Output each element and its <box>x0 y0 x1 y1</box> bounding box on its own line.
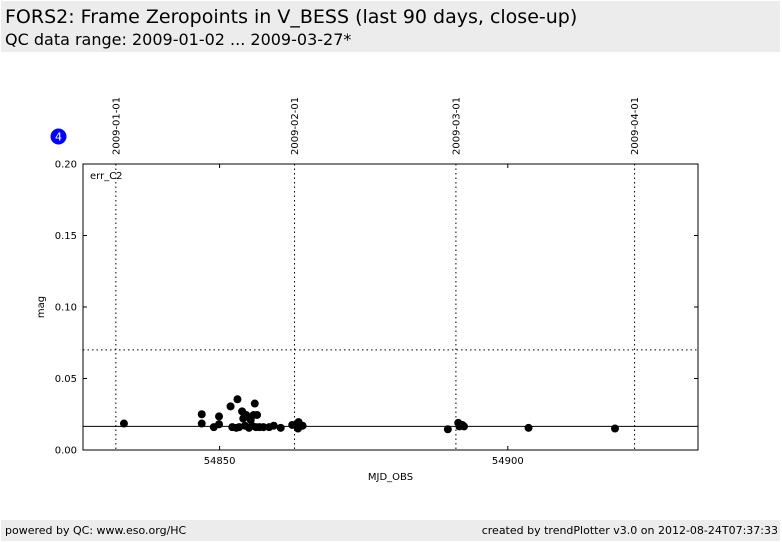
chart-annotation: err_C2 <box>90 171 123 182</box>
page-title: FORS2: Frame Zeropoints in V_BESS (last … <box>5 6 578 28</box>
data-point <box>253 410 262 419</box>
data-point <box>197 410 206 419</box>
page-subtitle: QC data range: 2009-01-02 ... 2009-03-27… <box>5 30 352 49</box>
y-tick-label: 0.00 <box>55 446 77 457</box>
data-point <box>226 402 235 411</box>
data-point <box>215 420 224 429</box>
date-marker-label: 2009-02-01 <box>290 97 301 155</box>
badge-circle <box>50 128 67 145</box>
data-point <box>119 419 128 428</box>
x-tick-label: 54850 <box>204 456 236 467</box>
data-point <box>197 419 206 428</box>
plot-frame <box>82 163 699 451</box>
y-tick-label: 0.10 <box>55 303 77 314</box>
date-marker-label: 2009-04-01 <box>630 97 641 155</box>
data-point <box>611 424 620 433</box>
data-point <box>276 423 285 432</box>
data-point <box>259 423 268 432</box>
data-point <box>298 421 307 430</box>
header-bar: FORS2: Frame Zeropoints in V_BESS (last … <box>1 1 780 52</box>
y-axis-label: mag <box>36 296 47 318</box>
data-point <box>459 422 468 431</box>
data-point <box>443 425 452 434</box>
footer-credit: powered by QC: www.eso.org/HC <box>5 524 187 537</box>
x-tick-label: 54900 <box>492 456 524 467</box>
data-point <box>524 423 533 432</box>
data-point <box>233 395 242 404</box>
y-tick-label: 0.05 <box>55 374 77 385</box>
date-marker-label: 2009-03-01 <box>451 97 462 155</box>
y-tick-label: 0.15 <box>55 231 77 242</box>
x-axis-label: MJD_OBS <box>368 472 413 483</box>
date-marker-label: 2009-01-01 <box>111 97 122 155</box>
footer-created: created by trendPlotter v3.0 on 2012-08-… <box>481 524 778 537</box>
footer-bar: powered by QC: www.eso.org/HC created by… <box>1 520 780 541</box>
y-tick-label: 0.20 <box>55 160 77 171</box>
data-point <box>250 399 259 408</box>
data-point <box>215 412 224 421</box>
data-point <box>288 420 297 429</box>
data-point <box>269 421 278 430</box>
badge-label: 4 <box>55 131 62 144</box>
